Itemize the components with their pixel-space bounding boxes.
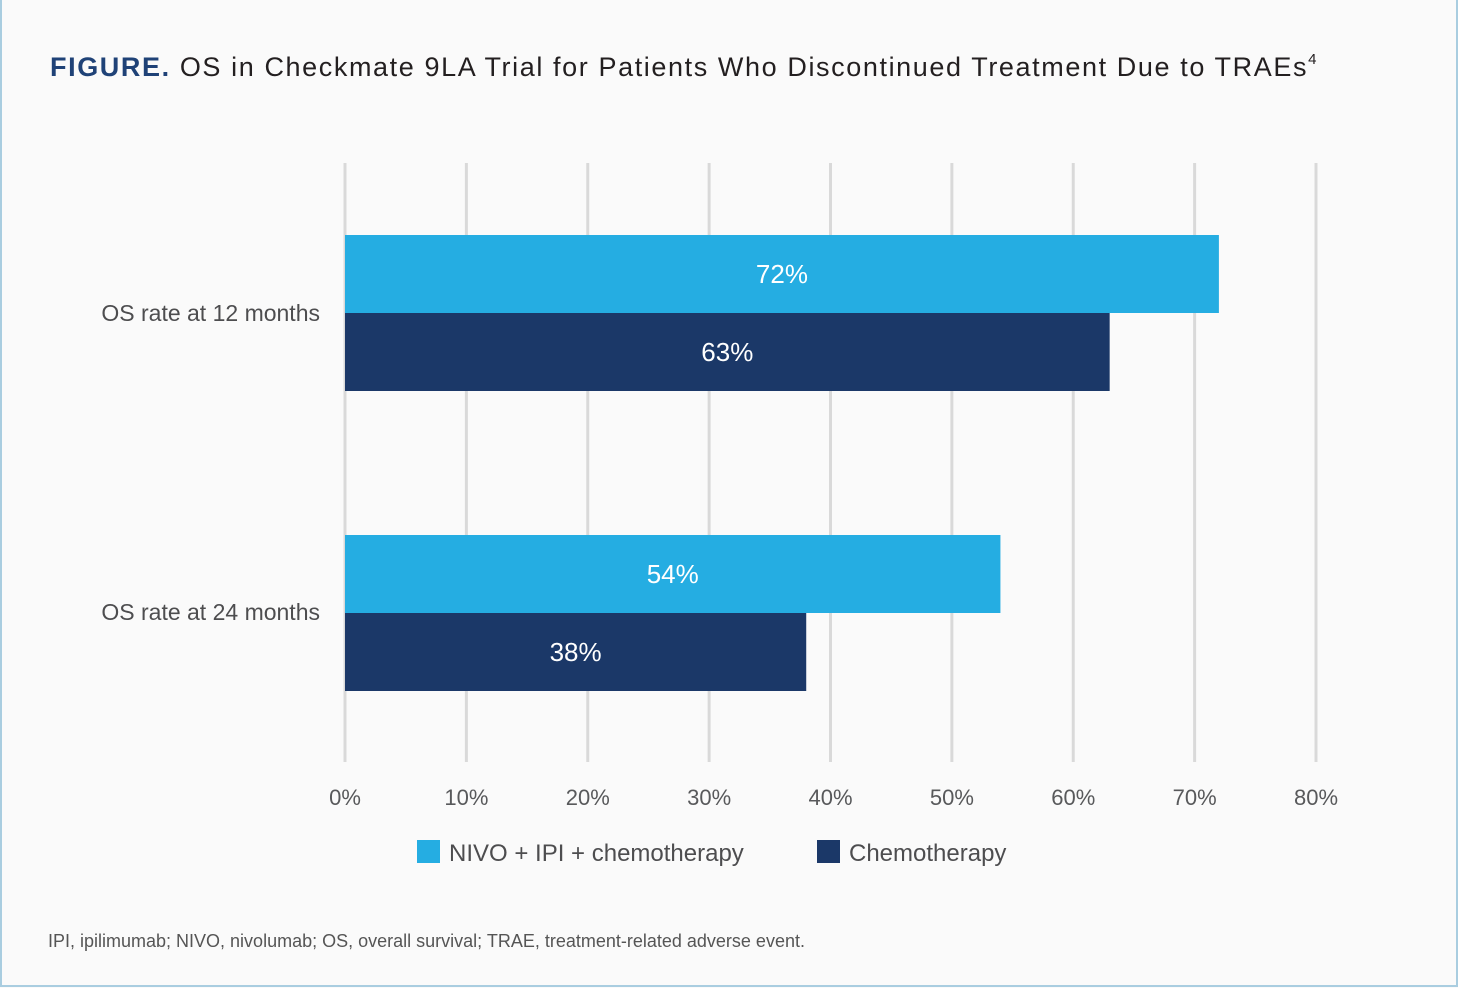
figure-title: FIGURE. OS in Checkmate 9LA Trial for Pa…	[50, 51, 1319, 83]
x-tick-label: 80%	[1294, 785, 1338, 810]
legend-swatch	[417, 840, 440, 863]
legend-swatch	[817, 840, 840, 863]
footnote: IPI, ipilimumab; NIVO, nivolumab; OS, ov…	[48, 931, 805, 951]
bar	[345, 535, 1001, 613]
x-tick-label: 0%	[329, 785, 361, 810]
bar-value-label: 38%	[550, 637, 602, 667]
x-tick-label: 50%	[930, 785, 974, 810]
bar	[345, 313, 1110, 391]
bar-value-label: 63%	[701, 337, 753, 367]
x-tick-label: 40%	[808, 785, 852, 810]
figure-label: FIGURE.	[50, 52, 171, 82]
x-tick-label: 30%	[687, 785, 731, 810]
legend-label: NIVO + IPI + chemotherapy	[449, 840, 744, 867]
bar-value-label: 54%	[647, 559, 699, 589]
x-tick-label: 60%	[1051, 785, 1095, 810]
figure-title-text: OS in Checkmate 9LA Trial for Patients W…	[179, 52, 1309, 82]
legend-label: Chemotherapy	[849, 840, 1006, 867]
reference-superscript: 4	[1308, 51, 1319, 68]
category-labels: OS rate at 12 months OS rate at 24 months	[101, 300, 320, 625]
x-tick-label: 10%	[444, 785, 488, 810]
legend: NIVO + IPI + chemotherapy Chemotherapy	[417, 840, 1006, 867]
x-tick-label: 20%	[566, 785, 610, 810]
category-label: OS rate at 12 months	[101, 300, 320, 326]
bar-value-label: 72%	[756, 259, 808, 289]
bar	[345, 235, 1219, 313]
x-tick-labels: 0% 10% 20% 30% 40% 50% 60% 70% 80%	[329, 785, 1338, 810]
x-tick-label: 70%	[1173, 785, 1217, 810]
bars: 72% 63% 54% 38%	[345, 235, 1219, 691]
bar	[345, 613, 807, 691]
category-label: OS rate at 24 months	[101, 599, 320, 625]
